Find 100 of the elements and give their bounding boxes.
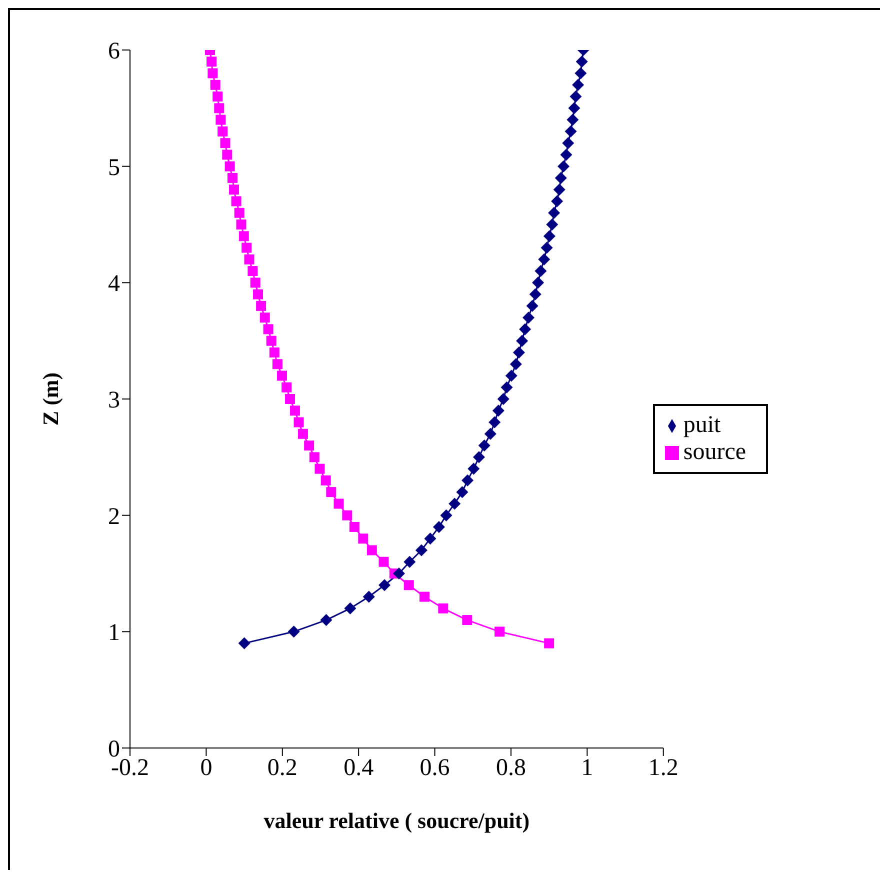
y-axis-title: Z (m) (38, 372, 63, 426)
point (248, 266, 258, 276)
point (560, 148, 572, 161)
point (404, 580, 414, 590)
point (222, 150, 232, 160)
point (320, 614, 332, 626)
point (568, 102, 580, 114)
y-tick-label: 5 (108, 154, 120, 181)
x-axis-title: valeur relative ( soucre/puit) (264, 808, 530, 833)
point (448, 498, 461, 510)
point (214, 103, 224, 114)
point (478, 440, 490, 452)
point (456, 486, 468, 498)
point (210, 80, 220, 90)
point (472, 451, 485, 464)
point (522, 312, 534, 324)
point (558, 160, 570, 172)
point (554, 172, 567, 184)
point (314, 464, 325, 474)
point (344, 602, 356, 614)
point (562, 137, 574, 150)
y-tick-label: 3 (108, 388, 120, 414)
point (574, 67, 587, 80)
point (358, 534, 368, 544)
point (218, 126, 228, 136)
x-tick-label: 1 (581, 755, 594, 782)
point (510, 358, 522, 370)
point (404, 556, 416, 568)
point (564, 125, 577, 138)
point (238, 231, 249, 242)
point (378, 556, 389, 567)
y-tick-label: 0 (108, 736, 120, 763)
point (468, 462, 480, 475)
point (462, 615, 472, 626)
point (576, 56, 588, 68)
point (208, 68, 218, 78)
point (253, 289, 264, 300)
point (538, 253, 550, 266)
point (290, 406, 300, 416)
point (500, 381, 513, 394)
point (224, 161, 235, 172)
point (519, 323, 532, 336)
point (304, 440, 314, 451)
point (277, 370, 288, 381)
point (234, 208, 244, 218)
point (378, 579, 390, 592)
point (505, 370, 518, 382)
point (484, 428, 496, 440)
x-tick-label: 0.2 (267, 755, 298, 782)
point (432, 520, 445, 533)
x-tick-label: 0.6 (420, 755, 450, 782)
x-tick-label: 1.2 (648, 755, 678, 782)
point (206, 56, 217, 67)
point (362, 590, 375, 603)
x-tick-label: 0 (200, 755, 212, 782)
point (229, 184, 240, 195)
point (236, 220, 246, 230)
point (320, 475, 331, 486)
point (566, 114, 579, 126)
point (512, 346, 525, 358)
x-tick-label: 0.8 (496, 755, 526, 782)
point (415, 544, 428, 556)
y-tick-label: 1 (108, 620, 120, 646)
point (238, 637, 250, 650)
point (349, 522, 360, 532)
point (244, 254, 254, 264)
point (294, 417, 304, 428)
point (419, 592, 430, 602)
point (544, 638, 554, 648)
x-tick-label: 0.4 (344, 755, 374, 782)
point (282, 382, 292, 392)
point (309, 452, 320, 462)
point (227, 172, 238, 183)
point (334, 498, 344, 509)
point (438, 603, 448, 614)
point (392, 568, 405, 580)
point (492, 404, 504, 417)
point (440, 509, 452, 522)
point (551, 195, 564, 208)
point (212, 92, 223, 102)
y-tick-label: 2 (108, 504, 120, 530)
point (546, 218, 558, 230)
point (543, 230, 556, 242)
point (220, 138, 230, 148)
point (269, 347, 280, 358)
point (285, 394, 296, 404)
point (532, 276, 544, 289)
point (263, 324, 274, 334)
point (231, 196, 242, 206)
point (256, 300, 266, 311)
legend-label: source (683, 439, 746, 465)
y-tick-label: 6 (108, 38, 120, 65)
point (272, 359, 282, 370)
point (288, 626, 300, 638)
point (548, 206, 560, 219)
point (534, 265, 547, 278)
point (216, 114, 226, 125)
point (494, 626, 505, 637)
legend-label: puit (683, 412, 721, 438)
point (326, 487, 336, 498)
